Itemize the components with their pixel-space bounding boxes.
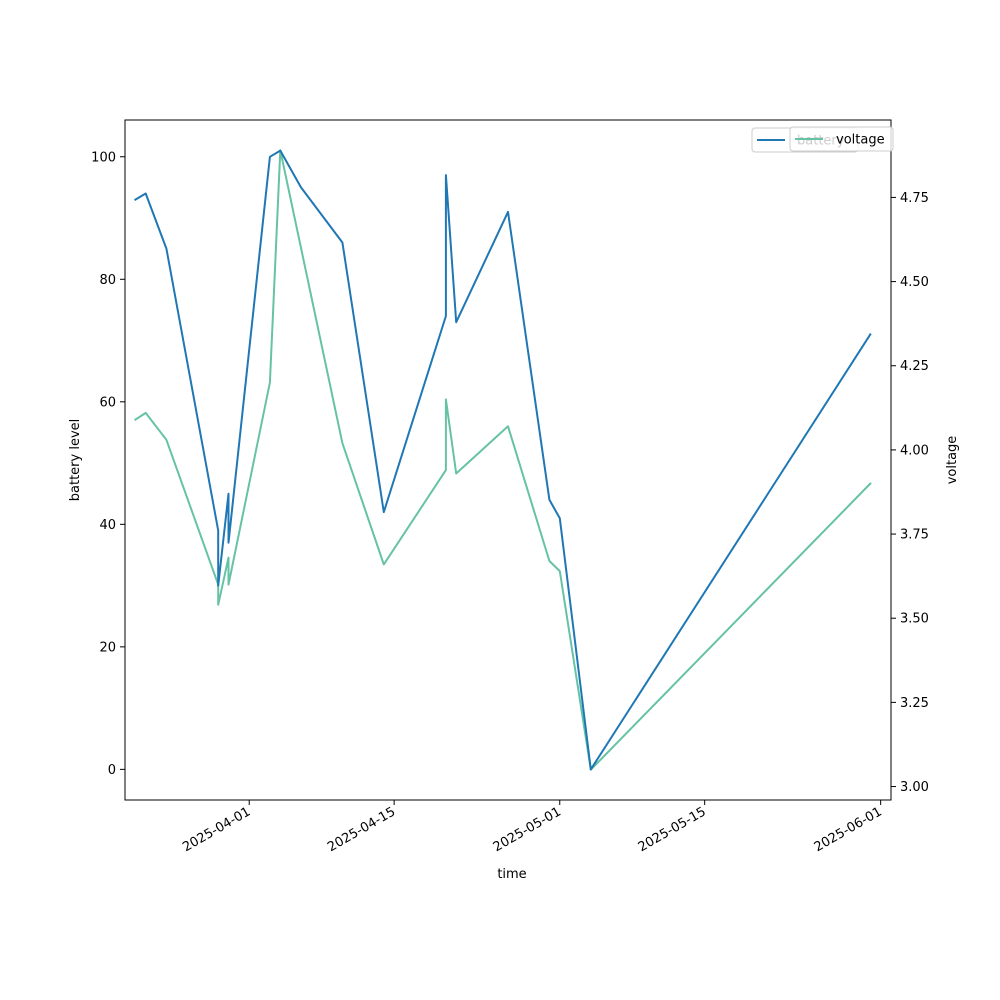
y-left-tick-label: 60 (99, 395, 116, 410)
y-right-tick-label: 3.00 (900, 780, 929, 795)
y-right-axis-label: voltage (945, 436, 960, 485)
x-axis-label: time (497, 867, 526, 882)
y-left-tick-label: 20 (99, 640, 116, 655)
y-left-axis: 0 20 40 60 80 100 (91, 150, 125, 778)
y-right-axis: 3.00 3.25 3.50 3.75 4.00 4.25 4.50 4.75 (891, 191, 929, 795)
y-right-tick-label: 3.75 (900, 528, 929, 543)
legend-voltage-label: voltage (836, 133, 885, 148)
y-left-axis-label: battery level (68, 419, 83, 502)
y-right-tick-label: 3.50 (900, 612, 929, 627)
x-axis: 2025-04-01 2025-04-15 2025-05-01 2025-05-15… (180, 800, 885, 855)
x-tick-label: 2025-06-01 (812, 804, 885, 855)
x-tick-label: 2025-05-15 (636, 804, 709, 855)
plot-area (125, 120, 891, 800)
y-left-tick-label: 80 (99, 273, 116, 288)
y-right-tick-label: 4.50 (900, 275, 929, 290)
legend-voltage: voltage (789, 126, 894, 152)
y-right-tick-label: 4.75 (900, 191, 929, 206)
series-line-battery (134, 149, 872, 771)
y-left-tick-label: 100 (91, 150, 116, 165)
series-layer (134, 149, 872, 771)
y-left-tick-label: 40 (99, 518, 116, 533)
legend-voltage-frame (789, 126, 894, 152)
plot-frame (124, 119, 892, 801)
x-tick-label: 2025-04-15 (325, 804, 398, 855)
y-right-tick-label: 4.00 (900, 443, 929, 458)
y-left-tick-label: 0 (108, 763, 116, 778)
x-tick-label: 2025-04-01 (180, 804, 253, 855)
x-tick-label: 2025-05-01 (491, 804, 564, 855)
y-right-tick-label: 4.25 (900, 359, 929, 374)
y-right-tick-label: 3.25 (900, 696, 929, 711)
